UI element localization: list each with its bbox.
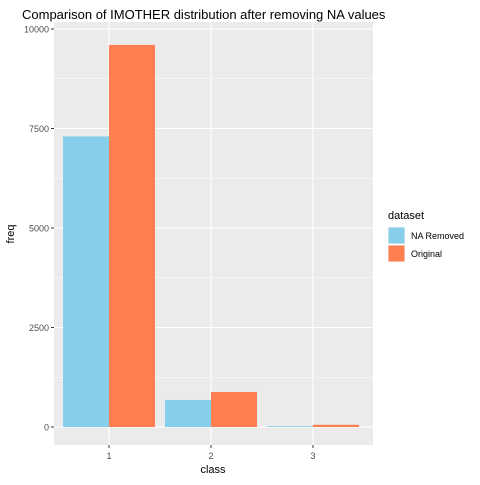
x-axis: 1 2 3 xyxy=(106,445,316,461)
x-axis-label: class xyxy=(200,464,226,476)
bar xyxy=(165,399,211,427)
legend-title: dataset xyxy=(388,210,424,222)
bar xyxy=(211,391,257,427)
x-tick-label: 3 xyxy=(310,451,315,461)
x-tick-label: 1 xyxy=(106,451,111,461)
legend-swatch xyxy=(388,245,405,262)
legend-swatch xyxy=(388,227,405,244)
chart-title: Comparison of IMOTHER distribution after… xyxy=(22,7,386,22)
y-tick-label: 10000 xyxy=(24,25,49,35)
bar xyxy=(63,136,109,427)
y-tick-label: 2500 xyxy=(29,323,49,333)
y-tick-label: 0 xyxy=(44,423,49,433)
y-tick-label: 7500 xyxy=(29,124,49,134)
bar xyxy=(313,424,359,427)
legend-label: Original xyxy=(411,249,442,259)
bar xyxy=(267,426,313,427)
y-axis: 0 2500 5000 7500 10000 xyxy=(24,25,54,433)
bar xyxy=(109,44,155,428)
legend-label: NA Removed xyxy=(411,231,464,241)
y-tick-label: 5000 xyxy=(29,224,49,234)
y-axis-label: freq xyxy=(5,225,17,244)
bars xyxy=(63,44,359,428)
x-tick-label: 2 xyxy=(208,451,213,461)
legend: dataset NA Removed Original xyxy=(388,210,464,262)
